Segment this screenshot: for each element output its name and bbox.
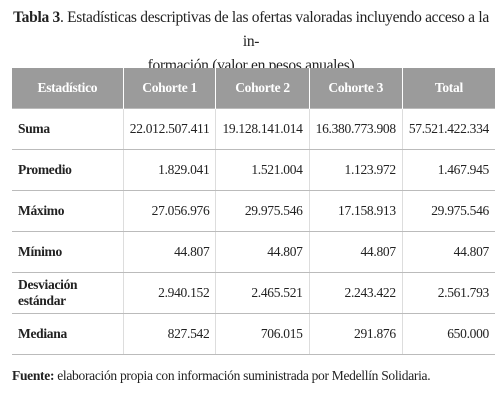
table-row: Desviación estándar 2.940.152 2.465.521 2.2… (12, 272, 495, 314)
value-cell: 29.975.546 (215, 190, 310, 232)
row-label: Máximo (12, 190, 124, 232)
value-cell: 650.000 (402, 313, 495, 355)
header-cell: Total (402, 68, 495, 109)
value-cell: 1.467.945 (402, 149, 495, 191)
table-row: Mínimo 44.807 44.807 44.807 44.807 (12, 231, 495, 273)
value-cell: 706.015 (215, 313, 310, 355)
value-cell: 2.561.793 (402, 272, 495, 314)
value-cell: 44.807 (402, 231, 495, 273)
title-line: . Estadísticas descriptivas de las ofert… (59, 9, 489, 50)
table-row: Máximo 27.056.976 29.975.546 17.158.913 29.9… (12, 190, 495, 232)
value-cell: 16.380.773.908 (309, 108, 403, 150)
value-cell: 827.542 (123, 313, 217, 355)
table-row: Mediana 827.542 706.015 291.876 650.000 (12, 313, 495, 355)
row-label: Mediana (12, 313, 124, 355)
table-row: Promedio 1.829.041 1.521.004 1.123.972 1.467… (12, 149, 495, 191)
source-label: Fuente: (12, 368, 55, 383)
value-cell: 27.056.976 (123, 190, 217, 232)
value-cell: 22.012.507.411 (123, 108, 217, 150)
value-cell: 2.465.521 (215, 272, 310, 314)
row-label: Promedio (12, 149, 124, 191)
row-label: Mínimo (12, 231, 124, 273)
stats-table: Estadístico Cohorte 1 Cohorte 2 Cohorte 3 To… (12, 68, 495, 355)
value-cell: 1.521.004 (215, 149, 310, 191)
row-label: Suma (12, 108, 124, 150)
value-cell: 291.876 (309, 313, 403, 355)
header-cell: Cohorte 2 (215, 68, 310, 109)
value-cell: 44.807 (215, 231, 310, 273)
value-cell: 1.123.972 (309, 149, 403, 191)
value-cell: 29.975.546 (402, 190, 495, 232)
value-cell: 44.807 (309, 231, 403, 273)
value-cell: 19.128.141.014 (215, 108, 310, 150)
table-row: Suma 22.012.507.411 19.128.141.014 16.380.7… (12, 108, 495, 150)
value-cell: 1.829.041 (123, 149, 217, 191)
source-note: Fuente: elaboración propia con informaci… (12, 368, 431, 384)
value-cell: 2.243.422 (309, 272, 403, 314)
header-cell: Cohorte 1 (123, 68, 217, 109)
header-cell: Estadístico (12, 68, 124, 109)
value-cell: 57.521.422.334 (402, 108, 495, 150)
value-cell: 2.940.152 (123, 272, 217, 314)
title-label: Tabla 3 (13, 9, 60, 26)
header-cell: Cohorte 3 (309, 68, 403, 109)
header-row: Estadístico Cohorte 1 Cohorte 2 Cohorte 3 To… (12, 68, 495, 109)
value-cell: 17.158.913 (309, 190, 403, 232)
value-cell: 44.807 (123, 231, 217, 273)
source-text: elaboración propia con información sumin… (54, 368, 431, 383)
row-label: Desviación estándar (12, 272, 124, 314)
